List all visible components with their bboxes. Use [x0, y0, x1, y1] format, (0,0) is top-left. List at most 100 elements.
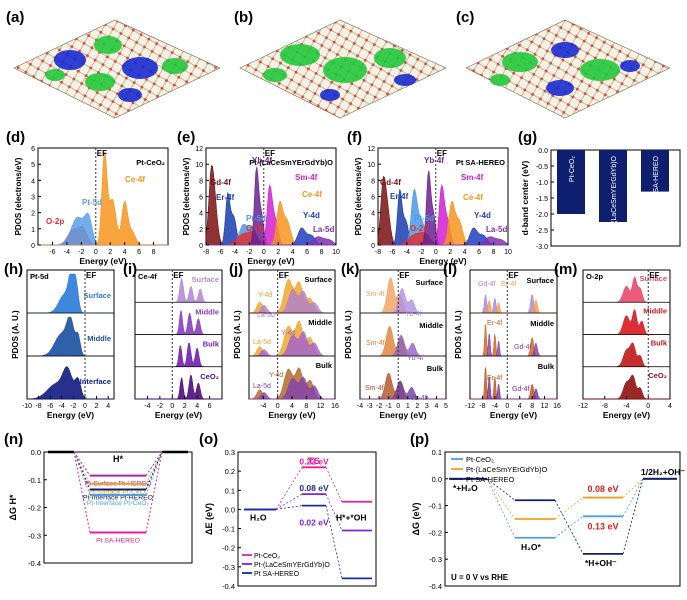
dG-H-title: H* [113, 454, 123, 464]
pdos-i-xtick-label: -2 [157, 403, 163, 410]
pdos-l-series-1-0 [470, 323, 557, 357]
pdos-d-xtick-label: 4 [123, 249, 127, 256]
dband-ytick-label: -2.0 [536, 212, 548, 219]
dG-profile-barrier-1: 0.08 eV [587, 484, 618, 494]
dE-profile-barrier-2: 0.08 eV [299, 483, 329, 493]
dband-ytick-label: -1.0 [536, 180, 548, 187]
pdos-k-series-label-1: Middle [419, 321, 443, 330]
panel-letter-h: (h) [4, 261, 23, 278]
pdos-e-ytick-label: 10 [195, 162, 203, 169]
dG-profile-connector [622, 478, 644, 554]
pdos-e-inset-title: Pt-(LaCeSmYErGdYb)O [249, 158, 333, 167]
dG-H-ytick-label: -0.3 [28, 531, 41, 540]
pdos-f-xtick-label: -8 [375, 249, 381, 256]
pdos-j-xtick-label: 4 [290, 403, 294, 410]
pdos-i-fermi-label: EF [173, 271, 183, 280]
pdos-h-ylabel: PDOS (A. U.) [11, 310, 20, 359]
pdos-e-series-label-7: Y-4d [303, 211, 320, 220]
pdos-l-ylabel: PDOS (A. U.) [454, 310, 463, 359]
pdos-e-xtick-label: -8 [203, 249, 209, 256]
dE-profile-barrier-1: 0.22 eV [299, 456, 329, 466]
pdos-d-ytick-label: 6 [31, 146, 35, 153]
pdos-l-series-label-0: Surface [526, 276, 554, 285]
pdos-e-xtick-label: 6 [305, 249, 309, 256]
dband-bar-1 [599, 150, 627, 222]
dE-profile-connector [325, 505, 343, 579]
pdos-k-element-label-0-0: Sm-4f [366, 291, 385, 298]
pdos-h-series-label-1: Middle [87, 334, 111, 343]
pdos-f-xtick-label: -6 [389, 249, 395, 256]
pdos-m-xtick-label: -4 [623, 403, 629, 410]
pdos-l-element-label-0-1: Er-4f [501, 281, 516, 288]
dE-profile-ytick-label: 0.0 [225, 505, 235, 514]
dband-ytick-label: 0.0 [538, 148, 548, 155]
dE-profile-ytick-label: -0.2 [222, 544, 235, 553]
pdos-l-xtick-label: 12 [541, 403, 549, 410]
dG-H-ylabel: ΔG H* [8, 494, 18, 520]
pdos-l-xtick-label: 0 [505, 403, 509, 410]
pdos-l-element-label-1-0: Er-4f [487, 320, 502, 327]
dE-profile-legend-label-0: Pt-CeO₂ [254, 553, 280, 560]
pdos-d-xtick-label: 6 [137, 249, 141, 256]
pdos-j-xtick-label: 12 [317, 403, 325, 410]
dE-profile-ytick-label: -0.4 [222, 582, 235, 591]
dband-ytick-label: -1.5 [536, 196, 548, 203]
pdos-e-ytick-label: 0 [199, 243, 203, 250]
pdos-k-fermi-label: EF [399, 271, 409, 280]
dG-H-ytick-label: -0.2 [28, 504, 41, 513]
pdos-d-ytick-label: 1 [31, 227, 35, 234]
pdos-f-series-label-4: Yb-4f [424, 156, 444, 165]
pdos-j-series-label-0: Surface [304, 275, 332, 284]
pdos-j-series-label-1: Middle [308, 318, 332, 327]
dG-profile-legend-label-2: Pt SA-HEREO [466, 475, 515, 484]
pdos-f-xtick-label: 0 [434, 249, 438, 256]
dG-profile-state-2: *H+OH⁻ [585, 558, 617, 568]
pdos-k-xtick-label: -2 [376, 403, 382, 410]
pdos-f-xtick-label: 10 [504, 249, 512, 256]
pdos-e-ylabel: PDOS (electrons/eV) [182, 157, 191, 235]
dband-bar-label-2: Pt SA-HEREO [653, 155, 660, 201]
pdos-l-element-label-2-1: Gd-4f [512, 386, 530, 393]
dG-H-ytick-label: -0.1 [28, 476, 41, 485]
pdos-d-xtick-label: 2 [108, 249, 112, 256]
dE-profile-ytick-label: 0.2 [225, 467, 235, 476]
pdos-i-series-label-1: Middle [195, 307, 219, 316]
pdos-f-xtick-label: -2 [418, 249, 424, 256]
dband-ytick-label: -2.5 [536, 228, 548, 235]
dG-H-frame [43, 451, 193, 564]
pdos-d-ytick-label: 4 [31, 178, 35, 185]
pdos-f-xtick-label: 2 [448, 249, 452, 256]
pdos-e-series-label-0: Gd-4f [210, 178, 231, 187]
pdos-k-element-label-2-1: Yb-4f [410, 395, 427, 402]
pdos-f-ytick-label: 6 [371, 195, 375, 202]
dG-profile-legend-label-0: Pt-CeO₂ [466, 455, 494, 464]
pdos-e-series-label-5: Sm-4f [295, 173, 318, 182]
dG-profile-ylabel: ΔG (eV) [411, 503, 421, 536]
pdos-h-xtick-label: -4 [59, 403, 65, 410]
pdos-d-xtick-label: 0 [94, 249, 98, 256]
pdos-e-ytick-label: 12 [195, 146, 203, 153]
dG-H-connector [145, 451, 163, 476]
dband-bar-2 [641, 150, 669, 192]
dG-H-connector [145, 451, 163, 485]
pdos-f-series-label-6: Ce-4f [463, 193, 483, 202]
pdos-e-ytick-label: 2 [199, 227, 203, 234]
dG-H-level-label-4: Pt SA-HEREO [96, 537, 140, 544]
dE-profile-connector [325, 493, 343, 531]
pdos-m-xlabel: Energy (eV) [603, 410, 650, 420]
charge-density-structure-a [13, 19, 221, 119]
pdos-i-series-label-0: Surface [191, 275, 219, 284]
pdos-d-series-label-2: Ce-4f [125, 175, 145, 184]
pdos-l-xtick-label: -12 [465, 403, 475, 410]
pdos-i-inset-title: Ce-4f [138, 272, 157, 281]
dband-ytick-label: -3.0 [536, 244, 548, 251]
pdos-h-series-label-0: Surface [83, 291, 111, 300]
dG-profile-connector [622, 478, 644, 498]
pdos-l-series-2-0 [470, 366, 557, 400]
pdos-j-xtick-label: 16 [331, 403, 339, 410]
pdos-f-series-8 [378, 236, 509, 246]
pdos-f-ytick-label: 10 [367, 162, 375, 169]
dE-profile-ytick-label: 0.1 [225, 486, 235, 495]
pdos-e-ytick-label: 8 [199, 178, 203, 185]
